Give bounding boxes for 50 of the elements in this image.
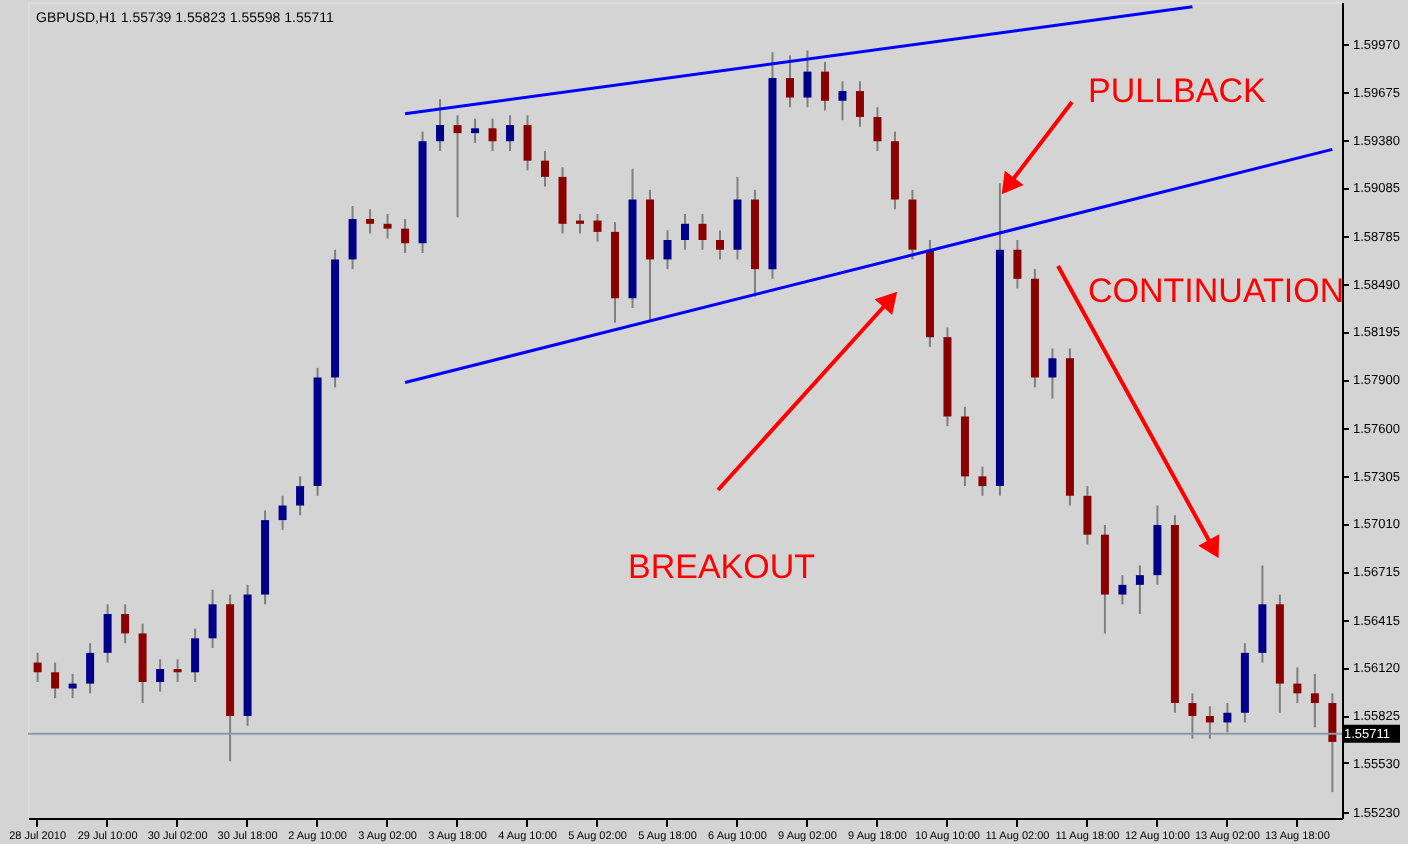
candlestick: [156, 658, 165, 693]
candlestick: [1293, 666, 1302, 705]
annotation: BREAKOUT: [628, 548, 816, 586]
candlestick: [86, 642, 95, 695]
candlestick: [1205, 705, 1214, 740]
candlestick: [523, 114, 532, 172]
candlestick: [278, 494, 287, 531]
candlestick: [366, 208, 375, 235]
candlestick: [558, 166, 567, 235]
candlestick: [1013, 239, 1022, 290]
candlestick: [1083, 485, 1092, 546]
candlestick: [51, 661, 60, 700]
candlestick: [803, 49, 812, 109]
candlestick: [541, 149, 550, 188]
candlestick: [838, 80, 847, 122]
candlestick: [208, 588, 217, 649]
candlestick: [1223, 702, 1232, 734]
candlestick: [978, 465, 987, 497]
annotation: PULLBACK: [1088, 72, 1267, 110]
candlestick: [576, 213, 585, 235]
candlestick: [121, 603, 130, 645]
candlestick: [785, 54, 794, 109]
candlestick: [191, 627, 200, 683]
annotation: CONTINUATION: [1088, 272, 1345, 310]
candlestick: [593, 213, 602, 243]
candlestick: [681, 213, 689, 251]
candlestick: [873, 106, 882, 152]
candlestick: [33, 651, 42, 683]
candlestick: [1310, 672, 1319, 729]
candlestick: [698, 213, 707, 251]
candlestick: [820, 60, 829, 112]
candlestick: [663, 229, 672, 271]
candlestick: [506, 114, 515, 152]
candlestick: [296, 475, 305, 517]
candlestick: [471, 117, 480, 144]
candlestick: [103, 603, 112, 664]
candlestick: [1188, 692, 1197, 740]
candlestick: [453, 114, 462, 219]
candlestick: [855, 80, 864, 128]
candlestick: [1135, 564, 1144, 615]
candlestick: [488, 117, 497, 152]
candlestick: [1328, 692, 1337, 794]
candlestick: [383, 213, 392, 240]
candlestick: [1048, 347, 1057, 400]
candlestick: [1118, 574, 1127, 606]
candlestick: [436, 98, 445, 152]
candlestick: [348, 205, 357, 271]
candlestick: [173, 658, 182, 683]
candlestick: [401, 217, 410, 254]
candlestick: [715, 229, 724, 261]
